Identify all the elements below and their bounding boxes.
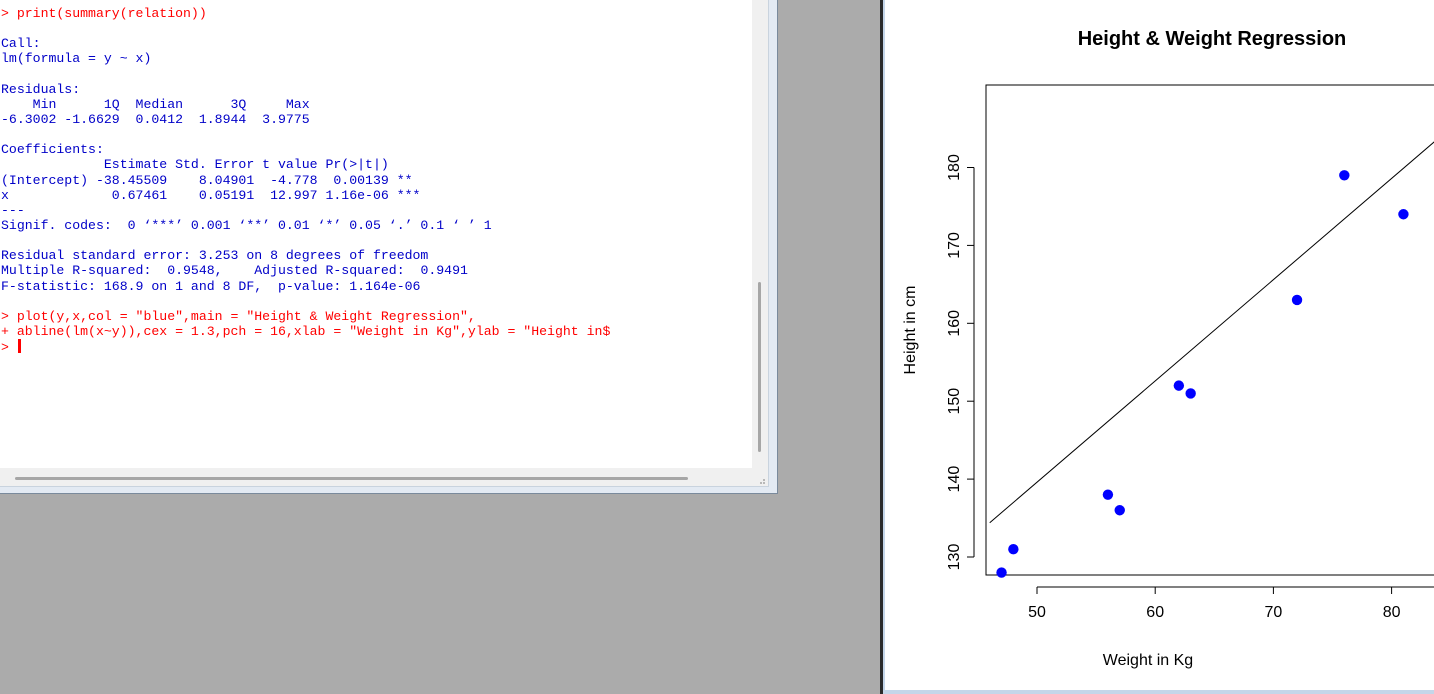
text-cursor — [17, 339, 21, 354]
chart-title: Height & Weight Regression — [1078, 28, 1347, 50]
data-points — [996, 170, 1409, 578]
data-point — [1185, 388, 1196, 399]
y-tick-label: 150 — [946, 388, 963, 415]
console-output-line — [1, 294, 753, 309]
vertical-scrollbar-thumb[interactable] — [758, 282, 761, 452]
console-output-line: x 0.67461 0.05191 12.997 1.16e-06 *** — [1, 187, 421, 203]
console-output-line — [1, 21, 753, 36]
y-tick-label: 140 — [946, 466, 963, 493]
y-tick-label: 170 — [946, 232, 963, 259]
y-axis: 130 140 150 160 170 180 — [946, 154, 975, 571]
console-pane[interactable]: > print(summary(relation)) Call: lm(formul… — [0, 0, 769, 487]
regression-line — [989, 141, 1434, 524]
console-output-line: Multiple R-squared: 0.9548, Adjusted R-s… — [1, 263, 476, 279]
y-tick-label: 160 — [946, 310, 963, 337]
x-axis-label: Weight in Kg — [1103, 652, 1193, 669]
r-console-window: > print(summary(relation)) Call: lm(formul… — [0, 0, 778, 494]
plot-box — [985, 84, 1434, 576]
data-point — [1291, 294, 1303, 306]
x-axis: 50 60 70 80 — [1028, 586, 1434, 621]
console-output-line: Coefficients: — [1, 142, 104, 158]
y-tick-label: 130 — [946, 544, 963, 571]
data-point — [996, 567, 1007, 578]
console-output-line: Signif. codes: 0 ‘***’ 0.001 ‘**’ 0.01 ‘… — [1, 217, 492, 233]
console-output-line: Call: — [1, 36, 41, 52]
console-output-line: --- — [1, 202, 25, 218]
vertical-scrollbar[interactable] — [752, 0, 768, 468]
console-output-line: (Intercept) -38.45509 8.04901 -4.778 0.0… — [1, 172, 421, 188]
plot-canvas: Height & Weight Regression 50 60 70 80 130 1… — [885, 0, 1434, 690]
data-point — [1398, 209, 1409, 220]
console-output-line: F-statistic: 168.9 on 1 and 8 DF, p-valu… — [1, 278, 421, 294]
window-frame-border — [880, 0, 883, 694]
scatter-plot: Height & Weight Regression 50 60 70 80 1301… — [902, 28, 1434, 669]
data-point — [1339, 170, 1350, 181]
console-prompt: > — [1, 340, 9, 356]
data-point — [1102, 489, 1114, 500]
x-tick-label: 60 — [1146, 604, 1164, 621]
data-point — [1173, 380, 1185, 391]
console-prompt-line[interactable]: > — [1, 339, 753, 356]
r-graphics-window: Height & Weight Regression 50 60 70 80 130 1… — [880, 0, 1434, 694]
console-output[interactable]: > print(summary(relation)) Call: lm(formul… — [1, 6, 753, 466]
console-input-line: + abline(lm(x~y)),cex = 1.3,pch = 16,xla… — [1, 323, 611, 339]
console-output-line: Estimate Std. Error t value Pr(>|t|) — [1, 157, 421, 173]
console-output-line: Residual standard error: 3.253 on 8 degr… — [1, 248, 429, 264]
horizontal-scrollbar-thumb[interactable] — [15, 477, 688, 480]
console-output-line: -6.3002 -1.6629 0.0412 1.8944 3.9775 — [1, 111, 318, 127]
data-point — [1008, 544, 1019, 555]
horizontal-scrollbar[interactable] — [0, 468, 752, 486]
console-output-line: Min 1Q Median 3Q Max — [1, 96, 318, 112]
console-output-line — [1, 127, 753, 142]
console-output-line — [1, 67, 753, 82]
console-input-line: > plot(y,x,col = "blue",main = "Height &… — [1, 308, 476, 324]
x-tick-label: 80 — [1383, 604, 1401, 621]
console-output-line: lm(formula = y ~ x) — [1, 51, 152, 67]
data-point — [1114, 505, 1125, 516]
console-output-line — [1, 233, 753, 248]
console-input-line: > print(summary(relation)) — [1, 6, 207, 21]
y-axis-label: Height in cm — [902, 286, 919, 375]
x-tick-label: 70 — [1265, 604, 1283, 621]
console-output-line: Residuals: — [1, 81, 81, 97]
y-tick-label: 180 — [946, 154, 963, 181]
resize-grip-icon[interactable] — [752, 468, 768, 486]
x-tick-label: 50 — [1028, 604, 1046, 621]
